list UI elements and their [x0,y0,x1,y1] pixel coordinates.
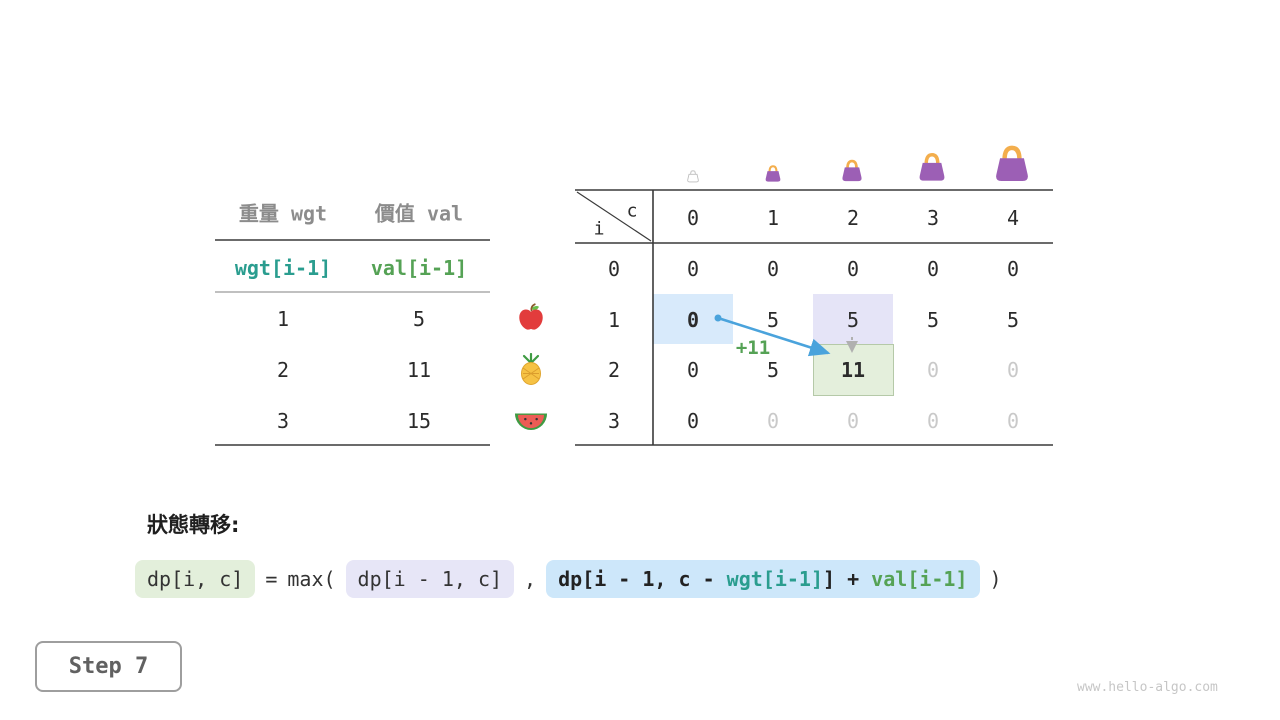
dp-cell-2-4: 0 [1006,358,1020,382]
dp-cell-3-2: 0 [846,409,860,433]
formula-arg1-box: dp[i - 1, c] [345,560,515,598]
dp-cell-1-4: 5 [1006,308,1020,332]
dp-col-header-4: 4 [1006,206,1020,230]
dp-cell-3-4: 0 [1006,409,1020,433]
dp-cell-3-0: 0 [686,409,700,433]
dp-corner-row-label: i [593,218,605,240]
formula-max-open: max( [287,567,336,591]
items-formula-val: val[i-1] [370,256,468,280]
formula-lhs-box: dp[i, c] [135,560,256,598]
item-wgt-2: 2 [276,358,290,382]
item-val-1: 5 [412,307,426,331]
apple-icon [516,302,546,332]
dp-cell-0-1: 0 [766,257,780,281]
dp-col-header-0: 0 [686,206,700,230]
arrow-annotation: +11 [735,337,771,359]
dp-cell-0-4: 0 [1006,257,1020,281]
dp-cell-2-1: 5 [766,358,780,382]
dp-row-header-3: 3 [607,409,621,433]
transition-formula: dp[i, c] = max( dp[i - 1, c] , dp[i - 1,… [135,560,1002,598]
dp-corner-col-label: c [626,200,638,222]
dp-col-header-1: 1 [766,206,780,230]
items-col-header-wgt: 重量 wgt [238,201,328,226]
item-wgt-3: 3 [276,409,290,433]
transition-heading: 狀態轉移: [147,513,240,537]
formula-arg2-wgt: wgt[i-1] [726,567,823,591]
dp-cell-0-0: 0 [686,257,700,281]
step-badge: Step 7 [35,641,182,692]
dp-row-header-0: 0 [607,257,621,281]
dp-cell-1-0: 0 [686,308,700,332]
dp-cell-1-2: 5 [846,308,860,332]
dp-cell-3-1: 0 [766,409,780,433]
formula-equals: = [265,567,278,591]
dp-cell-0-3: 0 [926,257,940,281]
dp-cell-1-1: 5 [766,308,780,332]
dp-cell-2-0: 0 [686,358,700,382]
watermelon-icon [514,410,548,432]
formula-arg2-val: val[i-1] [871,567,968,591]
bag-icon-large [915,151,950,183]
bag-icon-empty [686,169,701,183]
item-wgt-1: 1 [276,307,290,331]
formula-close-paren: ) [989,567,1002,591]
formula-comma: , [524,567,537,591]
formula-arg2-part3: ] + [823,567,872,591]
bag-icon-xlarge [990,143,1035,184]
dp-cell-2-3: 0 [926,358,940,382]
pineapple-icon [518,352,544,385]
dp-row-header-2: 2 [607,358,621,382]
dp-cell-0-2: 0 [846,257,860,281]
dp-row-header-1: 1 [607,308,621,332]
dp-cell-3-3: 0 [926,409,940,433]
dp-col-header-2: 2 [846,206,860,230]
dp-cell-1-3: 5 [926,308,940,332]
dp-cell-2-2: 11 [840,358,866,382]
dp-col-header-3: 3 [926,206,940,230]
bag-icon-medium [839,158,866,183]
items-formula-wgt: wgt[i-1] [234,256,332,280]
formula-arg2-box: dp[i - 1, c - wgt[i-1]] + val[i-1] [546,560,980,598]
items-col-header-val: 價值 val [374,201,464,226]
bag-icon-small [763,164,784,183]
watermark: www.hello-algo.com [1077,680,1218,695]
item-val-2: 11 [406,358,432,382]
formula-arg2-part1: dp[i - 1, c - [558,567,727,591]
item-val-3: 15 [406,409,432,433]
